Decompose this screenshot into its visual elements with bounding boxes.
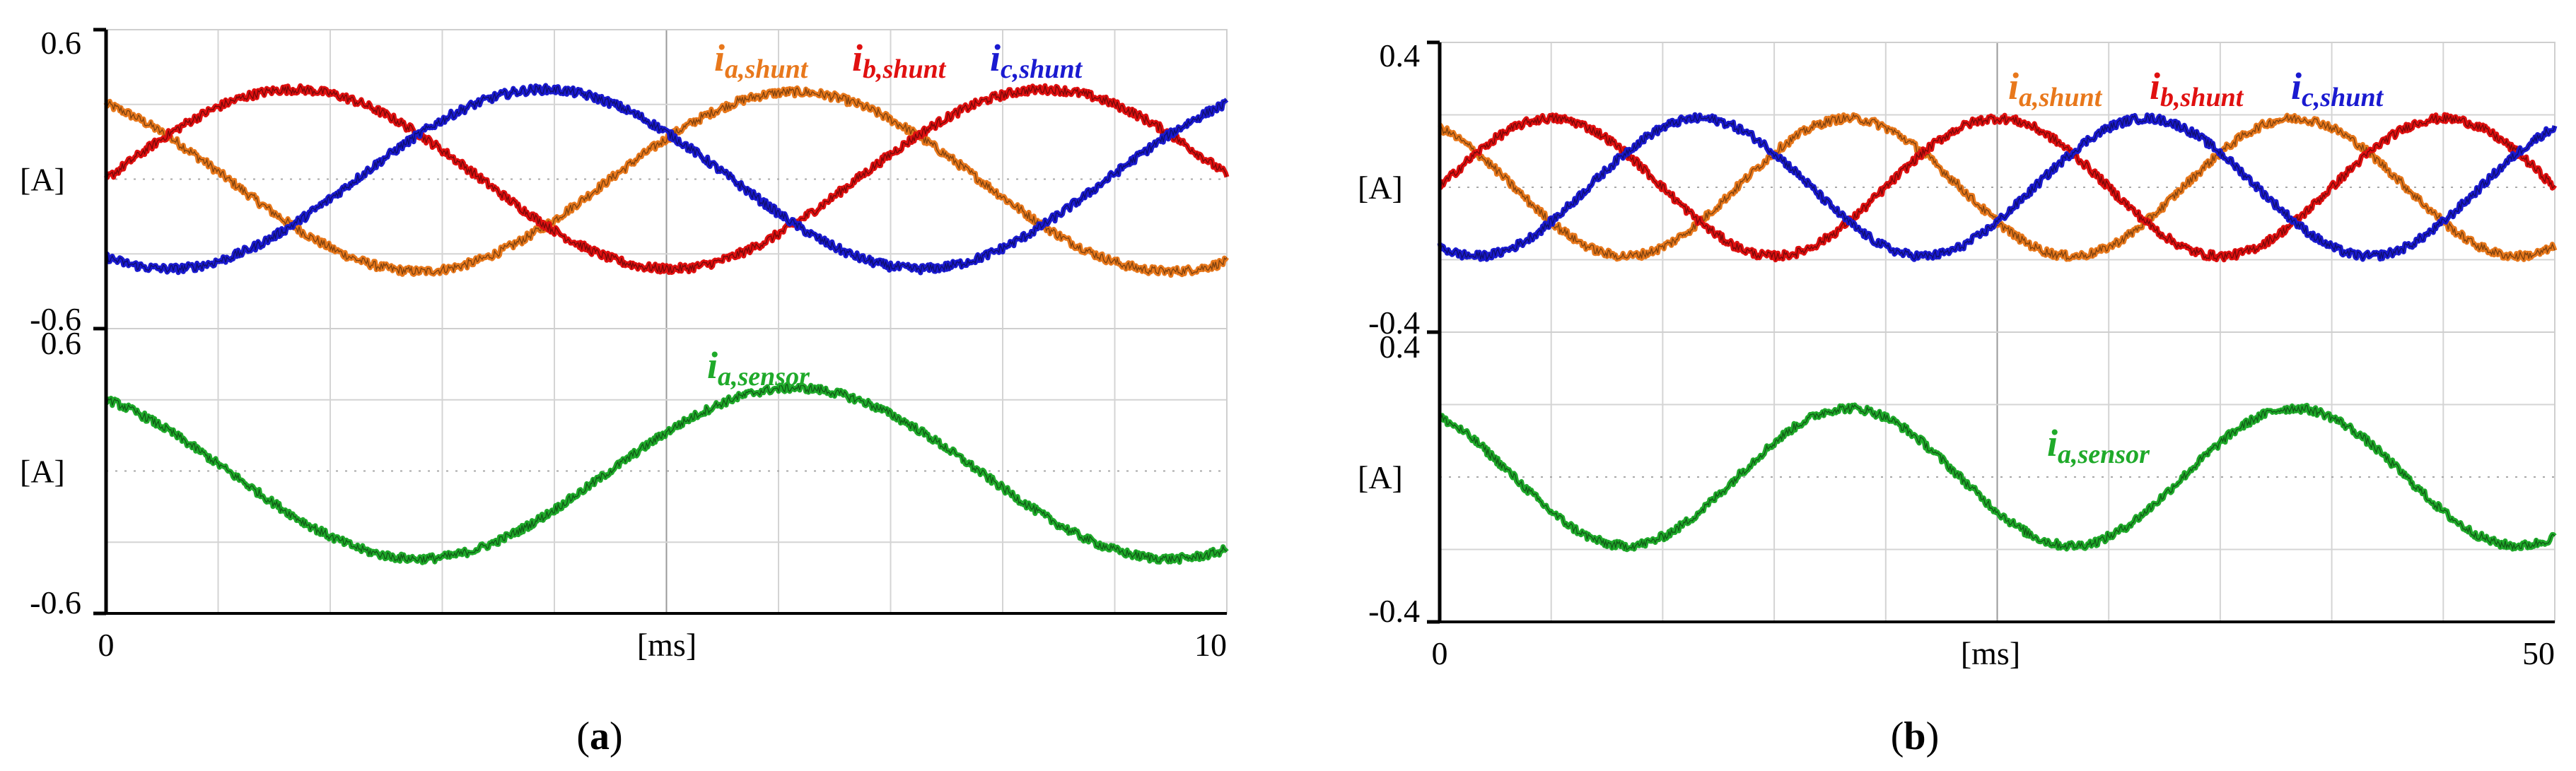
series-trace-a-sensor (1439, 403, 2555, 551)
y-tick-top: 0.6 (41, 25, 82, 61)
x-axis-label: [ms] (637, 627, 697, 663)
series-line-a-sensor (104, 382, 1229, 565)
grid (1439, 42, 2555, 333)
y-axis (93, 28, 108, 616)
plot-1-0: ia,shunt ib,shunt ic,shunt 0.4 -0.4 [A] (1358, 37, 2558, 341)
plot-1-1: ia,sensor 0.4 -0.4 [A] (1358, 329, 2557, 629)
series-label-b-shunt: ib,shunt (2150, 65, 2244, 112)
x-tick-end: 50 (2522, 635, 2555, 671)
series-label-a-shunt: ia,shunt (2008, 65, 2103, 112)
series-label-a-shunt: ia,shunt (714, 37, 809, 84)
plot-0-1: ia,sensor 0.6 -0.6 [A] (20, 325, 1229, 620)
series-label-c-shunt: ic,shunt (2291, 65, 2384, 112)
series-line-b-shunt (103, 83, 1230, 276)
y-axis-label: [A] (1358, 459, 1403, 495)
panel-b-caption: (b) (1891, 714, 1939, 758)
series-label-a-sensor: ia,sensor (2047, 422, 2150, 469)
grid (1439, 331, 2555, 623)
grid (105, 328, 1228, 614)
panel-a: ia,shunt ib,shunt ic,shunt0.6-0.6[A]ia,sen… (20, 25, 1230, 663)
y-tick-bottom: -0.6 (30, 301, 81, 337)
series-label-b-shunt: ib,shunt (852, 37, 947, 84)
x-tick-start: 0 (1432, 635, 1448, 671)
y-axis-label: [A] (20, 162, 65, 198)
x-axis-label: [ms] (1961, 635, 2020, 671)
y-axis (1427, 40, 1442, 624)
y-tick-bottom: -0.4 (1368, 593, 1420, 629)
series-trace-b-shunt (105, 84, 1228, 274)
y-tick-top: 0.4 (1380, 37, 1421, 73)
plot-0-0: ia,shunt ib,shunt ic,shunt 0.6 -0.6 [A] (20, 25, 1230, 337)
y-axis-label: [A] (20, 454, 65, 490)
x-tick-start: 0 (98, 627, 115, 663)
y-tick-top: 0.6 (41, 325, 82, 361)
panel-b: ia,shunt ib,shunt ic,shunt0.4-0.4[A]ia,sen… (1358, 37, 2558, 671)
y-tick-bottom: -0.4 (1368, 305, 1420, 341)
y-tick-top: 0.4 (1380, 329, 1421, 365)
panel-a-caption: (a) (576, 714, 622, 758)
series-line-c-shunt (104, 83, 1229, 276)
series-trace-c-shunt (105, 83, 1228, 273)
series-line-c-shunt (1437, 112, 2558, 262)
series-label-a-sensor: ia,sensor (707, 344, 810, 392)
x-tick-end: 10 (1194, 627, 1227, 663)
series-trace-c-shunt (1439, 112, 2555, 261)
series-label-c-shunt: ic,shunt (990, 37, 1083, 84)
y-axis-label: [A] (1358, 170, 1403, 206)
series-line-a-sensor (1438, 402, 2557, 553)
y-tick-bottom: -0.6 (30, 584, 81, 620)
series-trace-a-sensor (105, 383, 1228, 564)
